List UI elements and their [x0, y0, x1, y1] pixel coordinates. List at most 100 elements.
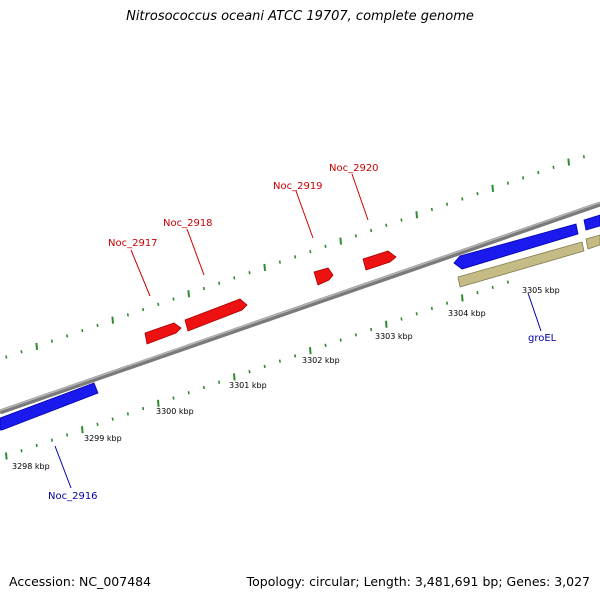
reverse-minor-tick [506, 280, 509, 284]
reverse-major-tick [461, 294, 464, 302]
gene-label-groel: groEL [528, 333, 557, 344]
forward-minor-tick [5, 355, 8, 359]
noc-2916-leader [54, 445, 72, 489]
reverse-minor-tick [20, 449, 23, 453]
forward-minor-tick [324, 244, 327, 249]
reverse-minor-tick [248, 370, 251, 374]
forward-minor-tick [385, 223, 388, 227]
reverse-minor-tick [476, 290, 479, 295]
scale-label-3299: 3299 kbp [84, 434, 122, 443]
reverse-minor-tick [430, 306, 433, 311]
cds-groel-bar[interactable] [457, 241, 585, 288]
forward-minor-tick [233, 276, 236, 280]
forward-minor-tick [506, 181, 509, 185]
forward-minor-tick [400, 218, 403, 222]
forward-minor-tick [354, 234, 357, 238]
noc-2919-leader [295, 190, 314, 239]
genome-backbone [0, 201, 600, 415]
reverse-major-tick [385, 320, 388, 328]
forward-minor-tick [446, 202, 449, 206]
forward-minor-tick [537, 170, 540, 175]
reverse-minor-tick [324, 343, 327, 348]
gene-label-noc-2918: Noc_2918 [163, 218, 213, 229]
forward-major-tick [491, 184, 494, 192]
scale-label-3300: 3300 kbp [156, 407, 194, 416]
reverse-minor-tick [354, 333, 357, 337]
forward-minor-tick [218, 281, 221, 285]
map-title: Nitrosococcus oceani ATCC 19707, complet… [126, 9, 474, 24]
reverse-major-tick [5, 452, 8, 460]
reverse-minor-tick [111, 417, 114, 421]
reverse-minor-tick [278, 359, 281, 363]
reverse-minor-tick [294, 354, 297, 358]
gene-label-noc-2916: Noc_2916 [48, 491, 98, 502]
reverse-minor-tick [400, 317, 403, 321]
reverse-minor-tick [263, 364, 266, 369]
reverse-minor-tick [35, 443, 38, 448]
scale-label-3304: 3304 kbp [448, 309, 486, 318]
forward-major-tick [35, 342, 38, 351]
forward-minor-tick [20, 350, 23, 354]
forward-minor-tick [66, 334, 69, 338]
reverse-minor-tick [491, 285, 494, 290]
gene-label-noc-2920: Noc_2920 [329, 163, 379, 174]
reverse-major-tick [81, 426, 84, 434]
scale-label-3303: 3303 kbp [375, 332, 413, 341]
forward-minor-tick [294, 255, 297, 259]
reverse-minor-tick [187, 391, 190, 395]
forward-major-tick [111, 316, 114, 324]
forward-minor-tick [522, 176, 525, 180]
noc-2918-leader [186, 228, 205, 276]
noc-2917-leader [130, 249, 151, 297]
reverse-minor-tick [370, 327, 373, 332]
forward-minor-tick [142, 307, 145, 312]
gene-noc-2919-arrow[interactable] [313, 267, 334, 286]
gene-noc-2917-arrow[interactable] [144, 322, 182, 345]
gene-groel-arrow[interactable] [453, 223, 579, 270]
forward-strand-ticks [5, 155, 585, 359]
reverse-minor-tick [126, 412, 129, 416]
forward-minor-tick [552, 165, 555, 169]
forward-major-tick [339, 237, 342, 245]
forward-minor-tick [430, 207, 433, 212]
reverse-minor-tick [66, 433, 69, 437]
forward-minor-tick [582, 155, 585, 159]
reverse-minor-tick [142, 406, 145, 411]
forward-major-tick [567, 158, 570, 166]
cds-right-edge-bar[interactable] [585, 234, 600, 250]
forward-minor-tick [476, 191, 479, 196]
forward-major-tick [415, 211, 418, 219]
reverse-minor-tick [96, 422, 99, 427]
gene-noc-2920-arrow[interactable] [362, 250, 397, 271]
reverse-minor-tick [172, 396, 175, 400]
groel-leader [527, 292, 542, 332]
reverse-minor-tick [415, 312, 418, 316]
gene-right-edge-blue[interactable] [583, 214, 600, 231]
forward-minor-tick [96, 323, 99, 328]
scale-label-3305: 3305 kbp [522, 286, 560, 295]
scale-label-3298: 3298 kbp [12, 462, 50, 471]
reverse-strand-ticks [5, 280, 509, 460]
forward-minor-tick [202, 286, 205, 291]
reverse-minor-tick [202, 385, 205, 390]
forward-minor-tick [157, 302, 160, 306]
gene-noc-2916-arrow[interactable] [0, 382, 99, 431]
genome-backbone-highlight [0, 201, 600, 412]
gene-label-noc-2917: Noc_2917 [108, 238, 158, 249]
forward-minor-tick [461, 197, 464, 201]
reverse-major-tick [233, 373, 236, 381]
forward-minor-tick [126, 313, 129, 317]
reverse-minor-tick [446, 301, 449, 305]
genome-summary-text: Topology: circular; Length: 3,481,691 bp… [246, 574, 590, 589]
forward-minor-tick [248, 271, 251, 275]
gene-noc-2918-arrow[interactable] [184, 298, 248, 332]
scale-label-3302: 3302 kbp [302, 356, 340, 365]
forward-minor-tick [278, 260, 281, 264]
forward-minor-tick [81, 328, 84, 333]
forward-major-tick [263, 263, 266, 272]
reverse-minor-tick [218, 380, 221, 384]
scale-label-3301: 3301 kbp [229, 381, 267, 390]
forward-major-tick [187, 290, 190, 298]
accession-text: Accession: NC_007484 [9, 574, 152, 589]
